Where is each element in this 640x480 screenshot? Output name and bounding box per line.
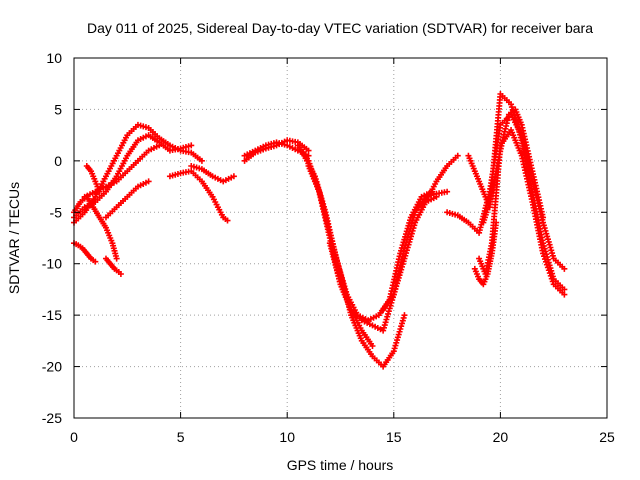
x-tick-label: 0 [70,429,78,445]
data-point-marker [156,142,163,149]
data-point-marker [561,286,568,293]
series-arc-dip-4 [326,240,376,349]
axis-ticks: 0 5 10 15 20 25 -25 -20 -15 -10 -5 0 5 10 [42,50,615,445]
x-axis-label: GPS time / hours [287,457,394,473]
data-point-marker [113,255,120,262]
data-point-marker [188,142,195,149]
y-axis-label: SDTVAR / TECUs [6,182,22,294]
data-point-marker [444,188,451,195]
data-point-marker [541,253,548,260]
chart-title: Day 011 of 2025, Sidereal Day-to-day VTE… [87,20,593,36]
data-point-marker [305,147,312,154]
x-tick-label: 5 [177,429,185,445]
x-tick-label: 15 [386,429,402,445]
series-arc-dip-3 [305,163,408,370]
data-point-marker [547,272,554,279]
grid [74,58,607,418]
series-arc-midday-2 [188,163,237,185]
y-tick-label: 5 [54,101,62,117]
data-point-marker [561,265,568,272]
series-arc-early-3 [102,255,124,277]
series-arc-dip-2 [301,152,436,324]
data-point-marker [433,193,440,200]
series-arc-midday-1 [166,168,231,224]
y-tick-label: -25 [42,410,62,426]
data-point-marker [543,261,550,268]
y-tick-label: 0 [54,153,62,169]
data-point-marker [545,267,552,274]
series-arc-morning-4 [102,178,152,221]
data-point-marker [546,270,553,277]
y-tick-label: 10 [46,50,62,66]
series-arc-early-2 [71,240,99,265]
data-point-marker [548,275,555,282]
data-point-marker [544,264,551,271]
x-tick-label: 25 [599,429,615,445]
data-points [71,91,568,370]
data-point-marker [493,219,500,226]
data-point-marker [561,291,568,298]
data-point-marker [92,258,99,265]
series-arc-morning-1 [71,121,205,226]
series-arc-evening-5 [480,106,547,226]
y-tick-label: -20 [42,359,62,375]
series-arc-morning-3 [81,142,163,200]
series-arc-dip-5 [380,193,440,313]
plot-frame [73,57,608,419]
series-arc-evening-1 [422,152,461,205]
data-point-marker [369,343,376,349]
data-point-marker [549,278,556,285]
y-tick-label: -15 [42,307,62,323]
data-point-marker [224,217,231,224]
data-point-marker [542,258,549,265]
data-point-marker [117,271,124,277]
data-point-marker [401,312,408,319]
series-arc-evening-6 [471,219,500,288]
y-tick-label: -10 [42,256,62,272]
data-point-marker [230,173,237,180]
x-tick-label: 20 [493,429,509,445]
data-point-marker [541,256,548,263]
data-point-marker [198,157,205,164]
data-point-marker [540,214,547,221]
x-tick-label: 10 [279,429,295,445]
data-point-marker [145,178,152,185]
y-tick-label: -5 [50,204,63,220]
data-point-marker [540,250,547,257]
data-point-marker [454,152,461,159]
series-arc-dip-1 [294,142,451,334]
